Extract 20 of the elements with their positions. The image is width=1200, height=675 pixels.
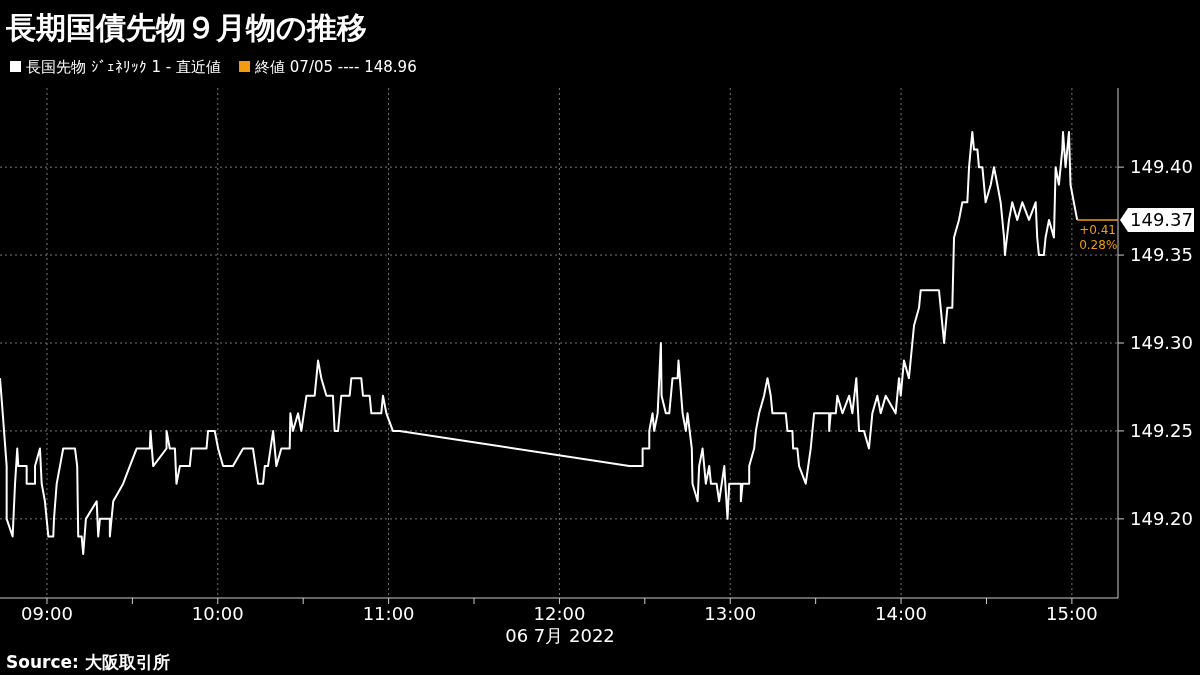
legend-label: 長国先物 ｼﾞｪﾈﾘｯｸ 1 - 直近値 (26, 58, 222, 76)
text: 終値 07/05 ---- 148.96 (254, 58, 417, 76)
annotation: +0.41 (1079, 222, 1116, 237)
y-tick-label: 149.25 (1130, 419, 1193, 441)
annotation: 0.28% (1079, 237, 1118, 252)
y-tick-label: 149.40 (1130, 156, 1193, 178)
text: 149.37 (1130, 208, 1193, 230)
x-axis-title: 06 7月 2022 (505, 625, 615, 646)
y-tick-label: 149.20 (1130, 507, 1193, 529)
y-tick-label: 149.30 (1130, 332, 1193, 353)
x-tick-label: 10:00 (191, 603, 244, 624)
x-tick-label: 14:00 (875, 603, 927, 624)
x-tick-label: 13:00 (704, 603, 757, 624)
x-tick-label: 15:00 (1045, 603, 1098, 624)
x-tick-label: 09:00 (21, 603, 73, 624)
x-tick-label: 12:00 (533, 603, 586, 624)
chart-title: 長期国債先物９月物の推移 (5, 10, 367, 45)
source-note: Source: 大阪取引所 (6, 652, 170, 672)
y-tick-label: 149.35 (1130, 244, 1193, 266)
x-tick-label: 11:00 (362, 603, 415, 624)
